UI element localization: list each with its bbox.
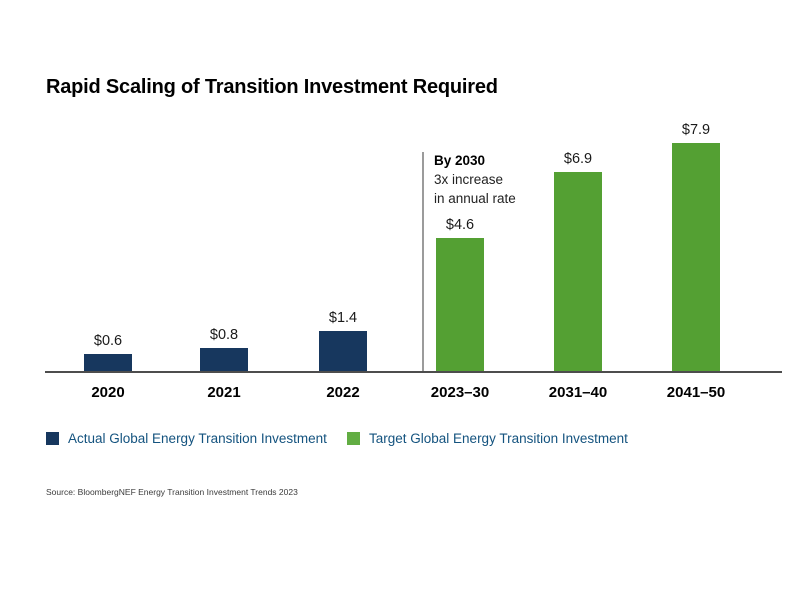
bar-value-label-2031-40: $6.9 xyxy=(563,151,593,167)
x-axis-label-2023-30: 2023–30 xyxy=(430,384,490,401)
x-axis-label-2021: 2021 xyxy=(207,384,241,401)
source-attribution: Source: BloombergNEF Energy Transition I… xyxy=(46,487,298,497)
x-axis-label-2022: 2022 xyxy=(326,384,360,401)
actual-legend-label: Actual Global Energy Transition Investme… xyxy=(68,430,327,446)
bar-value-label-2020: $0.6 xyxy=(93,333,123,349)
legend-item-target: Target Global Energy Transition Investme… xyxy=(347,430,628,446)
x-axis-label-2041-50: 2041–50 xyxy=(666,384,726,401)
bar-2022 xyxy=(319,331,367,371)
x-axis-label-2020: 2020 xyxy=(91,384,125,401)
annotation-by-2030: By 2030 3x increase in annual rate xyxy=(434,151,516,208)
bar-2021 xyxy=(200,348,248,371)
bar-2031-40 xyxy=(554,172,602,371)
bar-2020 xyxy=(84,354,132,371)
x-axis-label-2031-40: 2031–40 xyxy=(548,384,608,401)
annotation-text-line: 3x increase xyxy=(434,172,504,187)
bar-2023-30 xyxy=(436,238,484,371)
target-legend-swatch xyxy=(347,431,360,445)
actual-legend-swatch xyxy=(46,431,59,445)
annotation-divider-line xyxy=(422,152,424,371)
bar-2041-50 xyxy=(672,143,720,371)
bar-value-label-2041-50: $7.9 xyxy=(681,122,711,138)
annotation-text-line: in annual rate xyxy=(434,191,516,206)
bar-value-label-2023-30: $4.6 xyxy=(445,217,475,233)
annotation-heading: By 2030 xyxy=(434,153,486,168)
bar-value-label-2022: $1.4 xyxy=(328,310,358,326)
legend-item-actual: Actual Global Energy Transition Investme… xyxy=(46,430,327,446)
chart-title: Rapid Scaling of Transition Investment R… xyxy=(46,76,498,98)
bar-value-label-2021: $0.8 xyxy=(209,327,239,343)
x-axis-line xyxy=(45,371,782,373)
target-legend-label: Target Global Energy Transition Investme… xyxy=(369,430,628,446)
